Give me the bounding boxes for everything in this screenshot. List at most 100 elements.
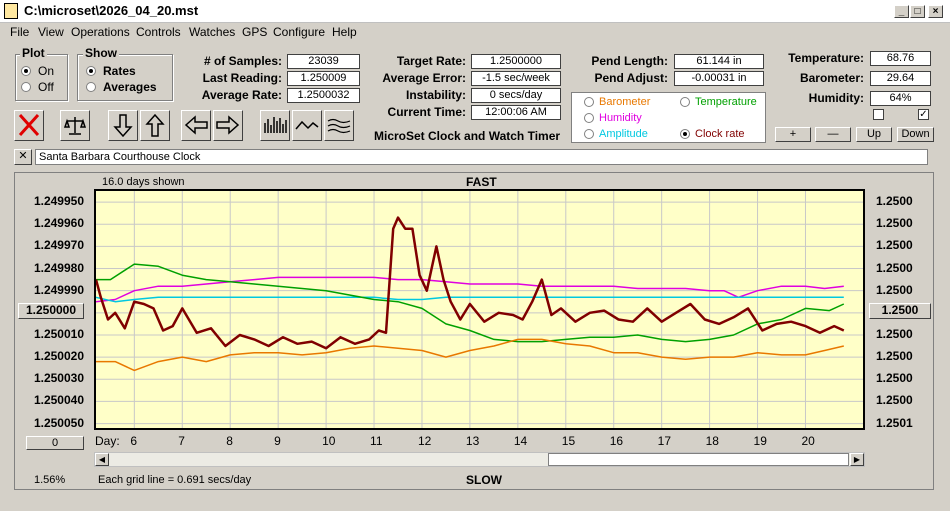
scroll-left-button[interactable] (181, 110, 211, 141)
instability-label: Instability: (405, 88, 466, 102)
clear-clock-button[interactable]: ✕ (14, 149, 32, 165)
close-window-button[interactable]: × (928, 5, 943, 18)
x-tick-label: 10 (322, 434, 336, 448)
x-tick-label: 20 (801, 434, 815, 448)
instability-field: 0 secs/day (471, 88, 561, 103)
show-averages-radio[interactable] (86, 82, 96, 92)
y-tick-left: 1.250020 (33, 349, 84, 364)
menu-help[interactable]: Help (332, 25, 357, 39)
x-tick-label: 14 (513, 434, 528, 448)
pend-length-label: Pend Length: (591, 54, 668, 68)
average-rate-label: Average Rate: (201, 88, 282, 102)
plot-on-label: On (38, 64, 55, 78)
option-checkbox-1[interactable] (873, 109, 884, 120)
menu-controls[interactable]: Controls (136, 25, 181, 39)
minimize-button[interactable]: _ (894, 5, 909, 18)
y-tick-right: 1.2500 (876, 238, 913, 253)
plus-button[interactable]: + (775, 127, 811, 142)
amplitude-radio[interactable] (584, 129, 594, 139)
y-tick-left: 1.250040 (33, 393, 84, 408)
plot-off-radio[interactable] (21, 82, 31, 92)
up-button[interactable]: Up (856, 127, 892, 142)
zero-button[interactable]: 0 (26, 436, 84, 450)
menu-configure[interactable]: Configure (273, 25, 326, 39)
arrow-down-icon (113, 114, 133, 138)
clock-name-field[interactable]: Santa Barbara Courthouse Clock (35, 149, 928, 165)
menu-view[interactable]: View (38, 25, 64, 39)
temperature-field: 68.76 (870, 51, 931, 66)
bars-icon (264, 117, 287, 133)
horizontal-scrollbar[interactable]: ◀ ▶ (94, 452, 865, 467)
maximize-button[interactable]: □ (910, 5, 925, 18)
samples-label: # of Samples: (203, 54, 282, 68)
y-tick-right: 1.2500 (876, 371, 913, 386)
average-error-label: Average Error: (382, 71, 466, 85)
y-tick-right: 1.2500 (876, 349, 913, 364)
x-tick-label: 13 (465, 434, 480, 448)
legend-humidity: Humidity (599, 112, 642, 124)
current-time-field: 12:00:06 AM (471, 105, 561, 120)
multi-wave-icon (327, 118, 351, 134)
show-rates-radio[interactable] (86, 66, 96, 76)
wave-icon (295, 120, 319, 130)
day-axis-label: Day: (95, 434, 120, 448)
multi-line-view-button[interactable] (324, 110, 354, 141)
balance-button[interactable] (60, 110, 90, 141)
scroll-up-button[interactable] (140, 110, 170, 141)
y-tick-left: 1.249970 (33, 238, 84, 253)
menu-file[interactable]: File (10, 25, 30, 39)
series-barometer (96, 338, 844, 372)
humidity-radio[interactable] (584, 113, 594, 123)
left-center-value-button[interactable]: 1.250000 (18, 303, 84, 319)
last-reading-label: Last Reading: (202, 71, 282, 85)
series-humidity (96, 276, 844, 303)
show-group (77, 54, 173, 101)
plot-on-radio[interactable] (21, 66, 31, 76)
menu-gps[interactable]: GPS (242, 25, 268, 39)
down-button[interactable]: Down (897, 127, 934, 142)
stop-button[interactable] (14, 110, 44, 141)
legend-barometer: Barometer (599, 96, 651, 108)
y-tick-right: 1.2500 (876, 194, 913, 209)
temperature-radio[interactable] (680, 97, 690, 107)
bar-view-button[interactable] (260, 110, 290, 141)
x-tick-label: 8 (226, 434, 233, 448)
x-tick-label: 17 (657, 434, 672, 448)
right-center-value-button[interactable]: 1.2500 (869, 303, 931, 319)
arrow-left-icon (184, 115, 208, 135)
scrollbar-thumb[interactable] (548, 453, 849, 466)
plot-area (94, 189, 865, 430)
x-tick-label: 16 (609, 434, 624, 448)
line-view-button[interactable] (292, 110, 322, 141)
scroll-down-button[interactable] (108, 110, 138, 141)
barometer-label: Barometer: (799, 71, 864, 85)
average-rate-field: 1.2500032 (287, 88, 360, 103)
x-tick-label: 6 (130, 434, 138, 448)
x-tick-label: 19 (753, 434, 767, 448)
pend-length-field: 61.144 in (674, 54, 764, 69)
y-tick-right: 1.2501 (876, 415, 913, 430)
x-tick-label: 15 (561, 434, 576, 448)
current-time-label: Current Time: (387, 105, 466, 119)
barometer-radio[interactable] (584, 97, 594, 107)
y-tick-left: 1.249950 (33, 194, 84, 209)
window-title: C:\microset\2026_04_20.mst (24, 3, 199, 18)
scroll-right-button[interactable] (213, 110, 243, 141)
menu-operations[interactable]: Operations (71, 25, 130, 39)
scroll-left-arrow[interactable]: ◀ (95, 453, 109, 466)
clock-rate-radio[interactable] (680, 129, 690, 139)
fast-label: FAST (466, 175, 497, 189)
grid-note: Each grid line = 0.691 secs/day (98, 474, 252, 486)
scroll-right-arrow[interactable]: ▶ (850, 453, 864, 466)
option-checkbox-2[interactable]: ✓ (918, 109, 929, 120)
samples-field: 23039 (287, 54, 360, 69)
minus-button[interactable]: — (815, 127, 851, 142)
barometer-field: 29.64 (870, 71, 931, 86)
series-temperature (96, 263, 845, 343)
pend-adjust-field: -0.00031 in (674, 71, 764, 86)
x-tick-label: 18 (705, 434, 719, 448)
plot-group-title: Plot (20, 46, 47, 60)
menu-watches[interactable]: Watches (189, 25, 236, 39)
balance-scale-icon (63, 117, 87, 135)
x-icon (18, 113, 40, 137)
